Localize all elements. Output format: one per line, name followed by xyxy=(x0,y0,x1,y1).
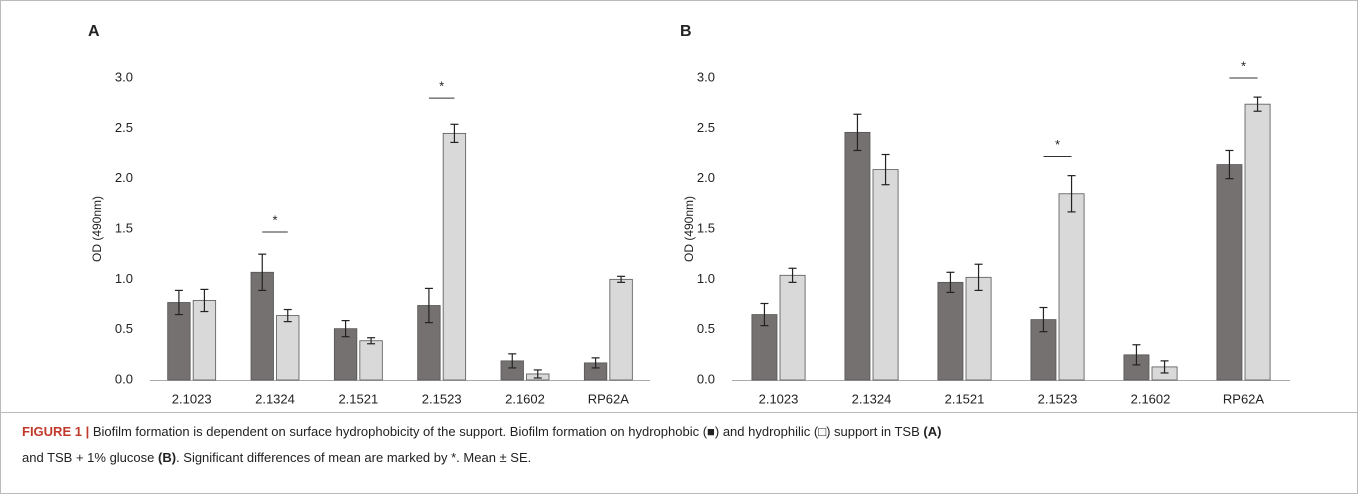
x-tick-label: 2.1602 xyxy=(505,391,545,406)
caption-text: Biofilm formation is dependent on surfac… xyxy=(89,424,923,439)
error-bar xyxy=(591,357,600,369)
y-tick-label: 0.5 xyxy=(697,321,715,336)
significance-marker: * xyxy=(272,212,277,227)
bar xyxy=(1244,103,1271,381)
significance-marker: * xyxy=(1241,58,1246,73)
x-tick-label: 2.1602 xyxy=(1131,391,1171,406)
y-tick-label: 3.0 xyxy=(115,69,133,84)
caption-line: FIGURE 1 | Biofilm formation is dependen… xyxy=(22,424,941,439)
error-bar xyxy=(1067,175,1076,213)
y-tick-label: 1.0 xyxy=(697,271,715,286)
error-bar xyxy=(974,263,983,292)
error-bar xyxy=(1160,360,1169,374)
error-bar xyxy=(1039,306,1048,333)
x-tick-label: 2.1324 xyxy=(255,391,295,406)
error-bar xyxy=(341,320,350,338)
bar xyxy=(937,281,964,381)
error-bar xyxy=(508,353,517,369)
x-tick-label: RP62A xyxy=(588,391,630,406)
y-tick-label: 1.5 xyxy=(697,220,715,235)
x-tick-label: 2.1023 xyxy=(172,391,212,406)
error-bar xyxy=(367,337,376,345)
error-bar xyxy=(1225,149,1234,180)
x-tick-label: 2.1523 xyxy=(422,391,462,406)
caption-text: and TSB + 1% glucose xyxy=(22,450,158,465)
caption-text: (A) xyxy=(923,424,941,439)
panel-label: B xyxy=(680,23,692,40)
y-tick-label: 0.0 xyxy=(697,371,715,386)
error-bar xyxy=(760,302,769,327)
y-tick-label: 3.0 xyxy=(697,69,715,84)
error-bar xyxy=(283,308,292,323)
caption-text: FIGURE 1 | xyxy=(22,424,89,439)
x-tick-label: 2.1023 xyxy=(759,391,799,406)
bar xyxy=(1058,193,1085,381)
error-bar xyxy=(1132,344,1141,366)
panel-label: A xyxy=(88,23,100,40)
y-tick-label: 2.0 xyxy=(697,170,715,185)
error-bar xyxy=(424,287,433,324)
bar xyxy=(779,274,806,381)
bar xyxy=(965,276,992,381)
error-bar xyxy=(533,369,542,379)
bar xyxy=(1216,164,1243,381)
x-tick-label: RP62A xyxy=(1223,391,1265,406)
bar xyxy=(872,169,899,381)
error-bar xyxy=(174,289,183,316)
y-tick-label: 2.5 xyxy=(115,120,133,135)
x-tick-label: 2.1324 xyxy=(852,391,892,406)
bar xyxy=(844,131,871,381)
y-tick-label: 1.5 xyxy=(115,220,133,235)
bar xyxy=(192,300,217,381)
error-bar xyxy=(853,113,862,152)
significance-marker: * xyxy=(439,79,444,94)
x-tick-label: 2.1521 xyxy=(338,391,378,406)
significance-marker: * xyxy=(1055,137,1060,152)
bar xyxy=(442,132,467,381)
bar xyxy=(359,340,383,381)
y-tick-label: 1.0 xyxy=(115,271,133,286)
y-tick-label: 2.5 xyxy=(697,120,715,135)
y-axis-label: OD (490nm) xyxy=(682,196,696,262)
error-bar xyxy=(881,153,890,186)
caption-text: . Significant differences of mean are ma… xyxy=(176,450,531,465)
y-tick-label: 2.0 xyxy=(115,170,133,185)
y-axis-label: OD (490nm) xyxy=(90,196,104,262)
caption-text: (B) xyxy=(158,450,176,465)
x-tick-label: 2.1523 xyxy=(1038,391,1078,406)
error-bar xyxy=(946,271,955,294)
bar xyxy=(609,278,633,381)
error-bar xyxy=(200,288,209,313)
error-bar xyxy=(1253,96,1262,112)
error-bar xyxy=(788,267,797,283)
caption-line: and TSB + 1% glucose (B). Significant di… xyxy=(22,450,531,465)
error-bar xyxy=(450,123,459,144)
x-tick-label: 2.1521 xyxy=(945,391,985,406)
y-tick-label: 0.5 xyxy=(115,321,133,336)
error-bar xyxy=(258,253,267,292)
y-tick-label: 0.0 xyxy=(115,371,133,386)
error-bar xyxy=(617,275,626,283)
bar xyxy=(276,315,300,381)
